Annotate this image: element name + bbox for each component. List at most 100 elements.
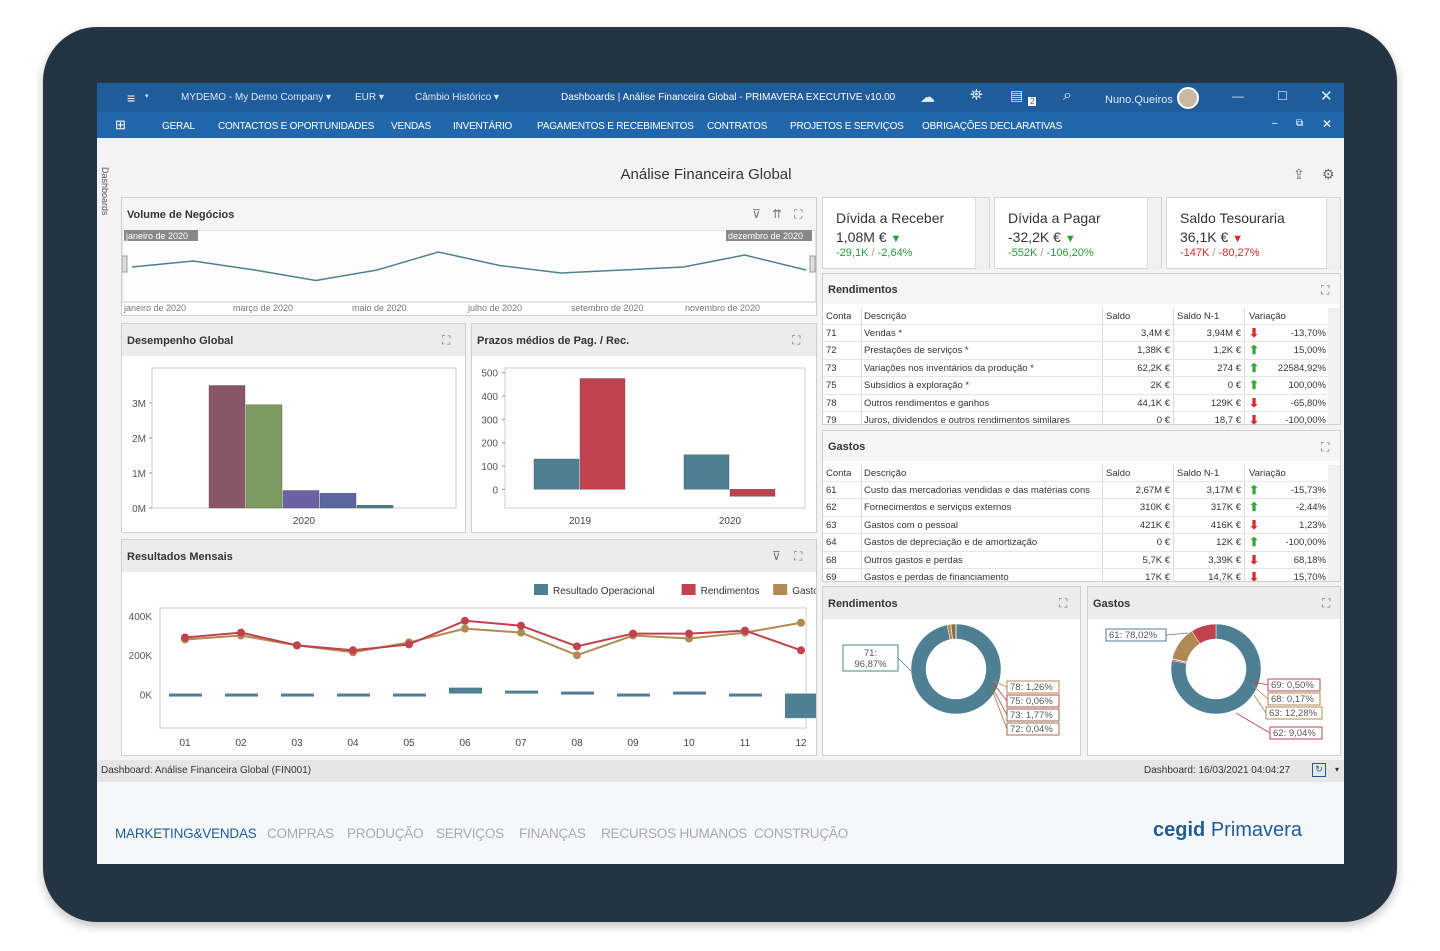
column-header[interactable]: Variação [1249, 311, 1286, 322]
share-icon[interactable]: ⇪ [1293, 166, 1305, 182]
table-row[interactable]: 61 Custo das mercadorias vendidas e das m… [823, 481, 1328, 498]
column-header[interactable]: Saldo [1106, 311, 1131, 322]
filter-icon[interactable]: ⊽ [752, 207, 761, 221]
menu-geral[interactable]: GERAL [162, 121, 195, 132]
app-menu-icon[interactable]: ⊞ [115, 117, 126, 132]
expand-icon[interactable]: ⛶ [1059, 596, 1068, 610]
range-handle-left[interactable] [122, 255, 128, 273]
table-row[interactable]: 72 Prestações de serviços * 1,38K €1,2K € ⬆… [823, 341, 1328, 358]
notifications-icon[interactable]: ▤ [1010, 87, 1024, 103]
module-producao[interactable]: PRODUÇÃO [347, 826, 424, 841]
bar [208, 385, 246, 509]
search-icon[interactable]: ⌕ [1063, 87, 1072, 104]
x-tick-label: 04 [347, 738, 359, 749]
module-financas[interactable]: FINANÇAS [519, 826, 586, 841]
settings-icon[interactable]: ⚙ [1322, 166, 1335, 182]
data-point [461, 624, 469, 633]
bar [449, 687, 482, 694]
expand-icon[interactable]: ⛶ [792, 333, 801, 347]
plot-area [151, 367, 457, 509]
menu-vendas[interactable]: VENDAS [391, 121, 431, 132]
refresh-icon[interactable]: ↻ [1312, 763, 1326, 777]
table-row[interactable]: 71 Vendas * 3,4M €3,94M € ⬇ -13,70% [823, 324, 1328, 341]
expand-icon[interactable]: ⛶ [1321, 283, 1330, 297]
column-header[interactable]: Saldo N-1 [1177, 468, 1220, 479]
volume-chart[interactable]: janeiro de 2020 dezembro de 2020 janeiro… [122, 230, 816, 316]
panel-title: Gastos [828, 441, 866, 453]
company-selector[interactable]: MYDEMO - My Demo Company ▾ [181, 92, 332, 103]
table-row[interactable]: 75 Subsídios à exploração * 2K €0 € ⬆ 100,00… [823, 376, 1328, 393]
range-handle-right[interactable] [809, 255, 816, 273]
avatar[interactable] [1177, 87, 1199, 109]
expand-icon[interactable]: ⛶ [794, 549, 803, 563]
menu-contactos[interactable]: CONTACTOS E OPORTUNIDADES [218, 121, 375, 132]
x-tick-label: 02 [235, 738, 247, 749]
module-marketing[interactable]: MARKETING&VENDAS [115, 826, 257, 841]
rendimentos-pie-chart[interactable]: 71:96,87% 78: 1,26% 75: 0,06% 73: 1,77% 72: … [823, 619, 1080, 755]
ribbon-restore-icon[interactable]: ⧉ [1296, 118, 1303, 129]
maximize-icon[interactable]: ☐ [1277, 89, 1288, 103]
volume-title: Volume de Negócios [127, 209, 235, 221]
module-construcao[interactable]: CONSTRUÇÃO [754, 826, 849, 841]
column-header[interactable]: Variação [1249, 468, 1286, 479]
table-row[interactable]: 69 Gastos e perdas de financiamento 17K €1… [823, 568, 1328, 582]
table-row[interactable]: 78 Outros rendimentos e ganhos 44,1K €129K… [823, 393, 1328, 411]
drill-icon[interactable]: ⇈ [772, 207, 783, 221]
filter-icon[interactable]: ⊽ [772, 549, 781, 563]
table-scrollbar[interactable] [1328, 308, 1340, 424]
user-name[interactable]: Nuno.Queiros [1105, 94, 1173, 106]
pie-slice [1191, 623, 1217, 645]
x-tick-label: 2020 [293, 516, 316, 527]
data-point [181, 633, 189, 642]
menu-projetos[interactable]: PROJETOS E SERVIÇOS [790, 121, 904, 132]
hamburger-menu-icon[interactable]: ≡ [127, 90, 136, 106]
bar [393, 693, 426, 697]
kpi-divida-pagar[interactable]: Dívida a Pagar -32,2K € ▼ -552K / -106,2… [994, 197, 1162, 270]
column-header[interactable]: Descrição [864, 311, 907, 322]
table-row[interactable]: 73 Variações nos inventários da produção … [823, 358, 1328, 376]
menu-obrigacoes[interactable]: OBRIGAÇÕES DECLARATIVAS [922, 121, 1063, 132]
table-row[interactable]: 79 Juros, dividendos e outros rendimentos… [823, 411, 1328, 425]
kpi-divida-receber[interactable]: Dívida a Receber 1,08M € ▼ -29,1K / -2,6… [822, 197, 990, 270]
kpi-scrollbar[interactable] [1147, 198, 1161, 270]
module-servicos[interactable]: SERVIÇOS [436, 826, 504, 841]
currency-selector[interactable]: EUR ▾ [355, 92, 384, 103]
table-scrollbar[interactable] [1328, 465, 1340, 581]
prazos-chart[interactable]: 0 100 200 300 400 500 2019 2020 [472, 356, 816, 532]
close-icon[interactable]: ✕ [1320, 88, 1333, 105]
expand-icon[interactable]: ⛶ [794, 207, 803, 221]
module-compras[interactable]: COMPRAS [267, 826, 334, 841]
kpi-scrollbar[interactable] [975, 198, 989, 270]
column-header[interactable]: Saldo [1106, 468, 1131, 479]
column-header[interactable]: Saldo N-1 [1177, 311, 1220, 322]
desempenho-chart[interactable]: 0M 1M 2M 3M 2020 [122, 356, 465, 532]
cloud-icon[interactable]: ☁ [920, 89, 935, 106]
resultados-chart[interactable]: 0K 200K 400K Resultado Operacional Rendiment… [122, 572, 816, 755]
table-row[interactable]: 62 Fornecimentos e serviços externos 310K … [823, 498, 1328, 515]
ribbon-minimize-icon[interactable]: – [1272, 118, 1278, 129]
y-tick-label: 400K [129, 612, 153, 623]
column-header[interactable]: Conta [826, 311, 852, 322]
expand-icon[interactable]: ⛶ [1322, 596, 1331, 610]
kpi-scrollbar[interactable] [1326, 198, 1340, 270]
gastos-pie-chart[interactable]: 61: 78,02% 69: 0,50% 68: 0,17% 63: 12,28% 62… [1088, 619, 1340, 755]
network-icon[interactable]: ⛯ [970, 87, 983, 104]
menu-pagamentos[interactable]: PAGAMENTOS E RECEBIMENTOS [537, 121, 694, 132]
module-rh[interactable]: RECURSOS HUMANOS [601, 826, 748, 841]
menu-contratos[interactable]: CONTRATOS [707, 121, 768, 132]
pie-label: 72: 0,04% [1010, 724, 1053, 735]
expand-icon[interactable]: ⛶ [1321, 440, 1330, 454]
chevron-down-icon[interactable]: ▾ [1335, 765, 1340, 774]
table-row[interactable]: 64 Gastos de depreciação e de amortização… [823, 533, 1328, 550]
kpi-saldo-tesouraria[interactable]: Saldo Tesouraria 36,1K € ▼ -147K / -80,2… [1166, 197, 1341, 270]
data-point [293, 641, 301, 650]
table-row[interactable]: 68 Outros gastos e perdas 5,7K €3,39K € ⬇ 68… [823, 550, 1328, 568]
ribbon-close-icon[interactable]: ✕ [1322, 117, 1332, 131]
minimize-icon[interactable]: — [1232, 89, 1244, 103]
menu-inventario[interactable]: INVENTÁRIO [453, 121, 513, 132]
expand-icon[interactable]: ⛶ [442, 333, 451, 347]
column-header[interactable]: Descrição [864, 468, 907, 479]
table-row[interactable]: 63 Gastos com o pessoal 421K €416K € ⬇ 1,23% [823, 515, 1328, 533]
column-header[interactable]: Conta [826, 468, 852, 479]
exchange-selector[interactable]: Câmbio Histórico ▾ [415, 92, 499, 103]
